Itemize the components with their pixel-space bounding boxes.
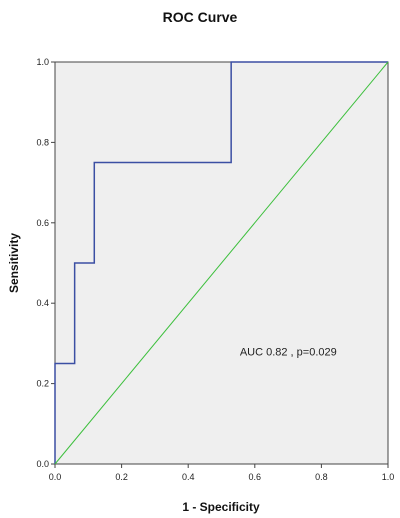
x-tick-label: 0.6	[249, 472, 262, 482]
x-tick-label: 1.0	[382, 472, 395, 482]
series-layer	[54, 61, 389, 465]
auc-annotation: AUC 0.82 , p=0.029	[240, 346, 337, 358]
y-tick-label: 1.0	[36, 57, 49, 67]
x-axis-title: 1 - Specificity	[182, 500, 260, 514]
y-tick-label: 0.2	[36, 379, 49, 389]
x-tick-label: 0.2	[115, 472, 128, 482]
roc-curve-line	[54, 61, 388, 464]
y-tick-label: 0.0	[36, 459, 49, 469]
x-axis-ticks: 0.0 0.2 0.4 0.6 0.8 1.0	[49, 464, 395, 482]
x-tick-label: 0.0	[49, 472, 62, 482]
y-tick-label: 0.6	[36, 218, 49, 228]
x-tick-label: 0.4	[182, 472, 195, 482]
chart-title: ROC Curve	[163, 9, 238, 25]
x-tick-label: 0.8	[315, 472, 328, 482]
y-axis-title: Sensitivity	[7, 233, 21, 293]
y-axis-ticks: 0.0 0.2 0.4 0.6 0.8 1.0	[36, 57, 55, 469]
y-tick-label: 0.8	[36, 137, 49, 147]
reference-diagonal-line	[54, 61, 389, 465]
y-tick-label: 0.4	[36, 298, 49, 308]
